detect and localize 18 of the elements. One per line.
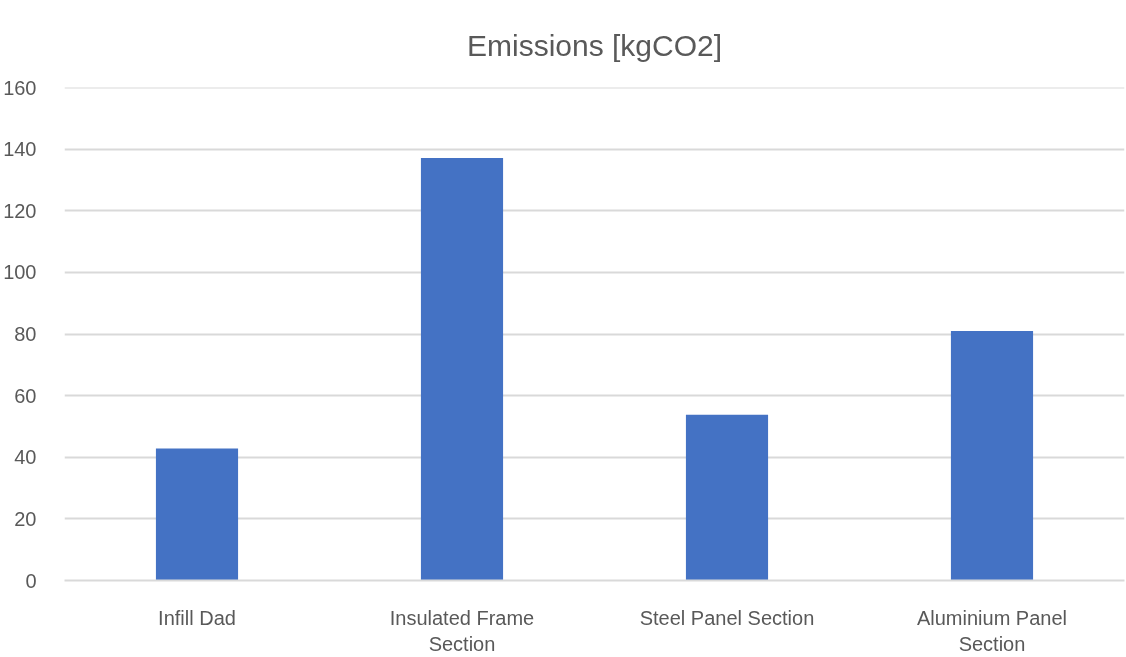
y-tick-label: 140 (3, 138, 37, 161)
bar (950, 330, 1034, 581)
x-tick-label: Infill Dad (158, 606, 236, 629)
bar (685, 414, 769, 581)
x-tick-label: Insulated Frame Section (389, 606, 535, 655)
x-tick-label: Aluminium Panel Section (916, 606, 1068, 655)
chart-title: Emissions [kgCO2] (466, 28, 723, 62)
y-tick-label: 0 (25, 569, 37, 592)
y-tick-label: 120 (3, 199, 37, 222)
y-tick-label: 160 (3, 76, 37, 99)
bar (420, 158, 504, 581)
y-tick-label: 100 (3, 261, 37, 284)
y-tick-label: 20 (14, 507, 37, 530)
bar (155, 448, 239, 581)
y-tick-label: 40 (14, 446, 37, 469)
x-tick-label: Steel Panel Section (639, 606, 815, 629)
y-tick-label: 80 (14, 323, 37, 345)
y-tick-label: 60 (14, 384, 37, 407)
